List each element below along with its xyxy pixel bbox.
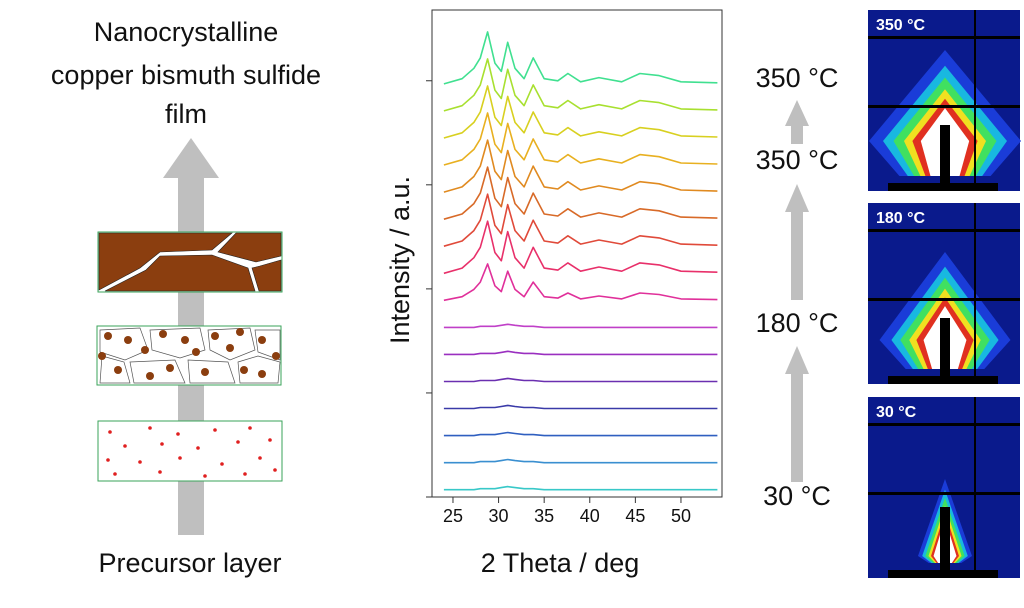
plot-frame xyxy=(431,9,723,498)
xrd-curve xyxy=(443,139,718,193)
beamstop xyxy=(940,125,950,191)
x-tick-label: 50 xyxy=(671,506,691,526)
detector-gap xyxy=(974,203,976,384)
xrd-curve xyxy=(443,220,718,275)
temperature-label: 180 °C xyxy=(756,308,839,338)
xrd-curve xyxy=(443,404,718,410)
temperature-label: 30 °C xyxy=(763,481,831,511)
x-tick-label: 40 xyxy=(580,506,600,526)
image-label: 30 °C xyxy=(876,404,917,421)
detector-gap xyxy=(868,229,1020,232)
precursor-layer xyxy=(97,420,283,482)
arrow-head xyxy=(163,138,219,178)
sample-horizon xyxy=(888,570,998,578)
xrd-curve xyxy=(443,31,718,85)
grain-layer xyxy=(97,231,283,293)
y-axis-label: Intensity / a.u. xyxy=(385,176,415,344)
arrow-head xyxy=(785,100,809,126)
image-label: 350 °C xyxy=(876,17,926,34)
xrd-curve xyxy=(443,85,718,139)
xrd-curve xyxy=(443,377,718,383)
arrow-head xyxy=(785,184,809,212)
temperature-label: 350 °C xyxy=(756,63,839,93)
detector-gap xyxy=(868,36,1020,39)
xrd-curve xyxy=(443,263,718,302)
arrow-shaft xyxy=(791,372,803,482)
xrd-curve xyxy=(443,431,718,437)
sample-horizon xyxy=(888,183,998,191)
x-tick-label: 35 xyxy=(534,506,554,526)
xrd-curve xyxy=(443,112,718,166)
detector-gap xyxy=(868,298,1020,301)
detector-gap xyxy=(868,105,1020,108)
title-line: copper bismuth sulfide xyxy=(51,60,321,90)
x-tick-label: 30 xyxy=(489,506,509,526)
temperature-label: 350 °C xyxy=(756,145,839,175)
xrd-chart: 2 Theta / deg Intensity / a.u. 25 30 35 40 4… xyxy=(385,9,723,578)
x-tick-label: 45 xyxy=(625,506,645,526)
arrow-head xyxy=(785,346,809,374)
xrd-curve xyxy=(443,193,718,247)
arrow-shaft xyxy=(791,210,803,300)
xrd-curve xyxy=(443,485,718,491)
detector-gap xyxy=(974,397,976,578)
title-line: film xyxy=(165,99,207,129)
detector-gap xyxy=(868,492,1020,495)
detector-gap xyxy=(868,423,1020,426)
process-diagram: Nanocrystalline copper bismuth sulfide f… xyxy=(51,17,321,578)
bottom-label: Precursor layer xyxy=(98,548,281,578)
particle-layer xyxy=(96,325,282,386)
xrd-curve xyxy=(443,58,718,112)
beamstop xyxy=(940,507,950,573)
arrow-shaft xyxy=(791,124,803,144)
xrd-curve xyxy=(443,458,718,464)
x-tick-label: 25 xyxy=(443,506,463,526)
detector-gap xyxy=(974,10,976,191)
xrd-curve xyxy=(443,166,718,220)
xrd-curve xyxy=(443,350,718,356)
temperature-scale: 350 °C 350 °C 180 °C 30 °C xyxy=(756,63,839,511)
sample-horizon xyxy=(888,376,998,384)
xrd-curve xyxy=(443,323,718,329)
title-line: Nanocrystalline xyxy=(94,17,279,47)
gisaxs-images: 350 °C 180 °C 30 °C xyxy=(868,10,1021,578)
image-label: 180 °C xyxy=(876,210,926,227)
beamstop xyxy=(940,318,950,384)
x-axis-label: 2 Theta / deg xyxy=(481,548,640,578)
